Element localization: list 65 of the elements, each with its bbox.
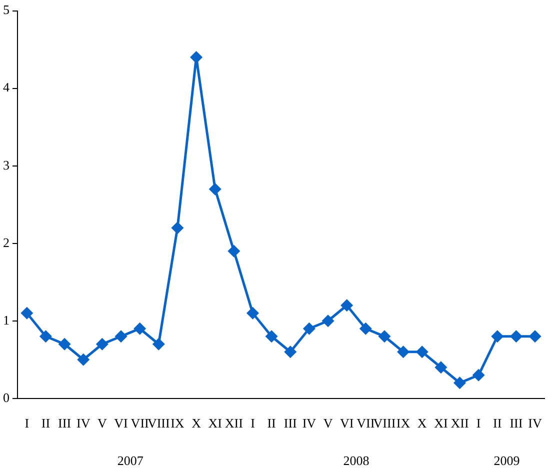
x-tick-label: XI — [208, 416, 222, 431]
point — [266, 330, 278, 342]
point — [96, 338, 108, 350]
y-tick-label: 4 — [3, 80, 10, 95]
x-tick-label: X — [417, 416, 428, 431]
y-tick-label: 3 — [3, 157, 10, 172]
x-tick-label: VI — [114, 416, 128, 431]
x-tick-label: IX — [170, 416, 185, 431]
point — [78, 354, 90, 366]
point — [510, 330, 522, 342]
point — [21, 307, 33, 319]
y-tick-label: 1 — [3, 312, 10, 328]
point — [378, 330, 390, 342]
x-tick-label: III — [284, 416, 297, 431]
point — [360, 322, 372, 334]
point — [398, 346, 410, 358]
x-tick-label: II — [41, 416, 50, 431]
x-tick-label: I — [250, 416, 255, 431]
point — [190, 52, 202, 64]
point — [152, 338, 164, 350]
point — [454, 377, 466, 389]
point — [228, 245, 240, 257]
point — [492, 330, 504, 342]
x-tick-label: III — [58, 416, 72, 431]
x-tick-label: XII — [224, 416, 243, 431]
point — [303, 322, 315, 334]
point — [115, 330, 127, 342]
x-tick-label: X — [192, 416, 202, 431]
x-tick-label: VI — [340, 416, 354, 431]
y-tick-label: 0 — [3, 390, 10, 405]
point — [246, 307, 258, 319]
y-tick-label: 2 — [3, 234, 10, 250]
x-tick-label: IV — [528, 416, 542, 431]
x-tick-label: XII — [450, 416, 469, 431]
point — [416, 346, 428, 358]
x-tick-label: VIII — [147, 416, 170, 431]
text: 2008 — [343, 452, 370, 468]
point — [40, 330, 52, 342]
point — [172, 222, 184, 234]
x-tick-label: VII — [130, 416, 149, 431]
point — [322, 315, 334, 327]
x-tick-label: XI — [434, 416, 448, 431]
y-tick-label: 5 — [3, 2, 10, 18]
x-tick-label: III — [510, 416, 523, 431]
x-tick-label: I — [476, 416, 481, 431]
point — [58, 338, 70, 350]
point — [134, 322, 146, 334]
x-tick-label: II — [267, 416, 276, 431]
x-tick-label: IV — [302, 416, 317, 431]
point — [341, 300, 353, 312]
x-tick-label: I — [24, 416, 30, 431]
x-tick-label: IX — [396, 416, 411, 431]
point — [472, 369, 484, 381]
point — [284, 346, 296, 358]
x-tick-label: VII — [356, 416, 375, 431]
x-tick-label: VIII — [373, 416, 396, 431]
point — [435, 362, 447, 374]
x-tick-label: IV — [76, 416, 91, 431]
x-tick-label: V — [97, 416, 108, 431]
point — [529, 330, 541, 342]
x-tick-label: V — [323, 416, 334, 431]
point — [209, 183, 221, 195]
text: 2007 — [117, 452, 144, 468]
text: 2009 — [494, 452, 520, 468]
x-tick-label: II — [493, 416, 502, 431]
